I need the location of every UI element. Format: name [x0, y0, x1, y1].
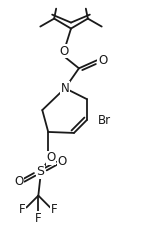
Text: F: F: [51, 203, 57, 216]
Text: O: O: [57, 155, 67, 168]
Text: O: O: [47, 151, 56, 164]
Text: O: O: [14, 175, 23, 188]
Text: F: F: [35, 212, 42, 225]
Text: F: F: [19, 203, 26, 216]
Text: S: S: [36, 165, 44, 178]
Text: Br: Br: [98, 113, 111, 126]
Text: O: O: [98, 54, 107, 67]
Text: N: N: [61, 82, 69, 95]
Text: O: O: [59, 45, 69, 58]
